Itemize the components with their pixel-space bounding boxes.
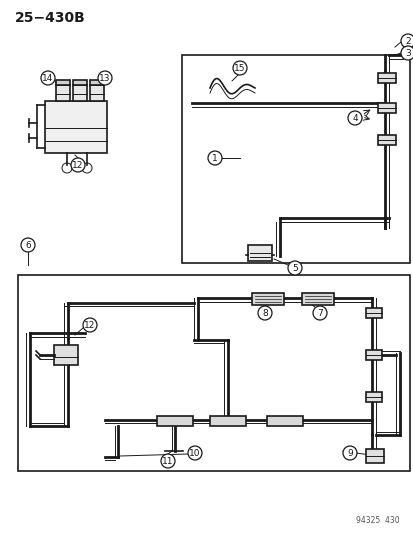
Bar (90, 85, 104, 101)
Text: 8: 8 (261, 309, 267, 318)
Text: 25−430B: 25−430B (15, 11, 85, 25)
Circle shape (287, 261, 301, 275)
Text: 1: 1 (211, 154, 217, 163)
Bar (73, 85, 87, 101)
Bar (377, 73, 395, 83)
Bar (157, 416, 192, 426)
Bar (209, 416, 245, 426)
Circle shape (342, 446, 356, 460)
Circle shape (257, 306, 271, 320)
Text: 14: 14 (42, 74, 54, 83)
Text: 12: 12 (84, 320, 95, 329)
Bar (377, 103, 395, 113)
Text: 6: 6 (25, 240, 31, 249)
Circle shape (83, 318, 97, 332)
Text: 11: 11 (162, 456, 173, 465)
Bar (56, 85, 70, 101)
Text: 94325  430: 94325 430 (356, 516, 399, 525)
Bar (54, 345, 78, 365)
Bar (247, 245, 271, 261)
Text: 10: 10 (189, 448, 200, 457)
Bar (18, 275, 409, 471)
Text: 2: 2 (404, 36, 410, 45)
Text: 3: 3 (404, 49, 410, 58)
Circle shape (21, 238, 35, 252)
Circle shape (400, 34, 413, 48)
Circle shape (347, 111, 361, 125)
Bar (56, 80, 70, 85)
Circle shape (312, 306, 326, 320)
Text: 9: 9 (346, 448, 352, 457)
Bar (73, 80, 87, 85)
Text: 13: 13 (99, 74, 111, 83)
Text: 5: 5 (292, 263, 297, 272)
Circle shape (233, 61, 247, 75)
Bar (252, 293, 283, 305)
Bar (266, 416, 302, 426)
Bar (365, 308, 381, 318)
Bar (377, 135, 395, 145)
Circle shape (188, 446, 202, 460)
Circle shape (41, 71, 55, 85)
Circle shape (161, 454, 175, 468)
Circle shape (71, 158, 85, 172)
Bar (365, 392, 381, 402)
Circle shape (98, 71, 112, 85)
Text: 15: 15 (234, 63, 245, 72)
Text: 12: 12 (72, 160, 83, 169)
Text: 4: 4 (351, 114, 357, 123)
Bar (45, 101, 107, 153)
Circle shape (400, 46, 413, 60)
Bar (301, 293, 333, 305)
Text: 7: 7 (316, 309, 322, 318)
Circle shape (207, 151, 221, 165)
Bar (365, 449, 383, 463)
Bar (90, 80, 104, 85)
Bar (365, 350, 381, 360)
Bar (182, 55, 409, 263)
